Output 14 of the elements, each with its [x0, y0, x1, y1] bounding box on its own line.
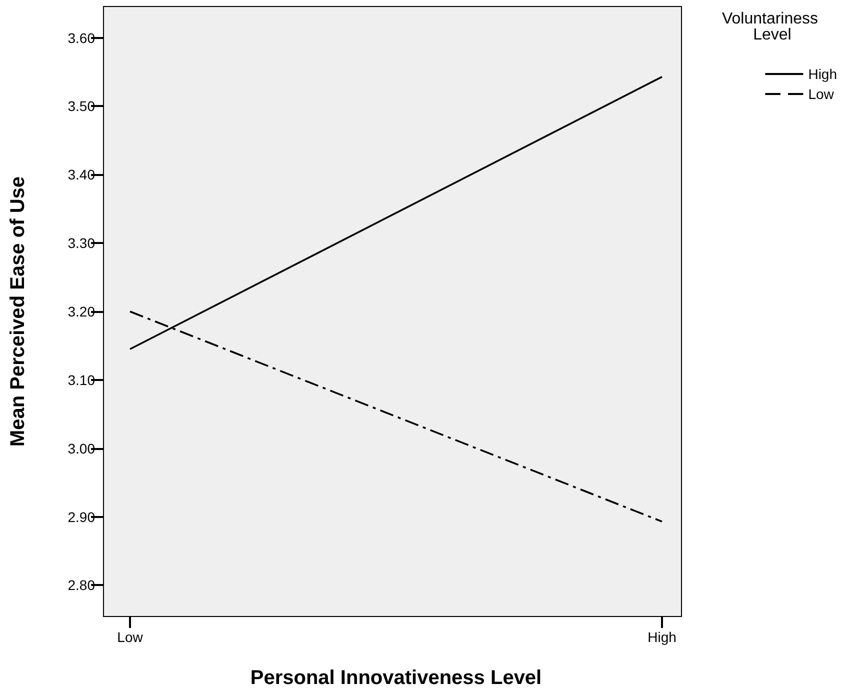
y-tick-label: 3.50 — [68, 98, 96, 114]
legend-label: High — [808, 66, 838, 82]
y-tick-label: 2.90 — [68, 508, 96, 525]
legend-label: Low — [808, 86, 835, 102]
y-tick-label: 2.80 — [68, 577, 96, 594]
y-tick-label: 3.40 — [68, 166, 96, 183]
y-tick-label: 3.10 — [68, 372, 96, 388]
legend-title: Voluntariness Level — [722, 10, 818, 44]
y-tick-label: 3.20 — [68, 304, 96, 320]
y-axis-title: Mean Perceived Ease of Use — [7, 176, 29, 447]
y-tick-label: 3.30 — [68, 235, 96, 252]
x-axis-title: Personal Innovativeness Level — [250, 667, 542, 689]
y-tick-label: 3.60 — [68, 30, 96, 46]
y-tick-label: 3.00 — [68, 440, 96, 456]
